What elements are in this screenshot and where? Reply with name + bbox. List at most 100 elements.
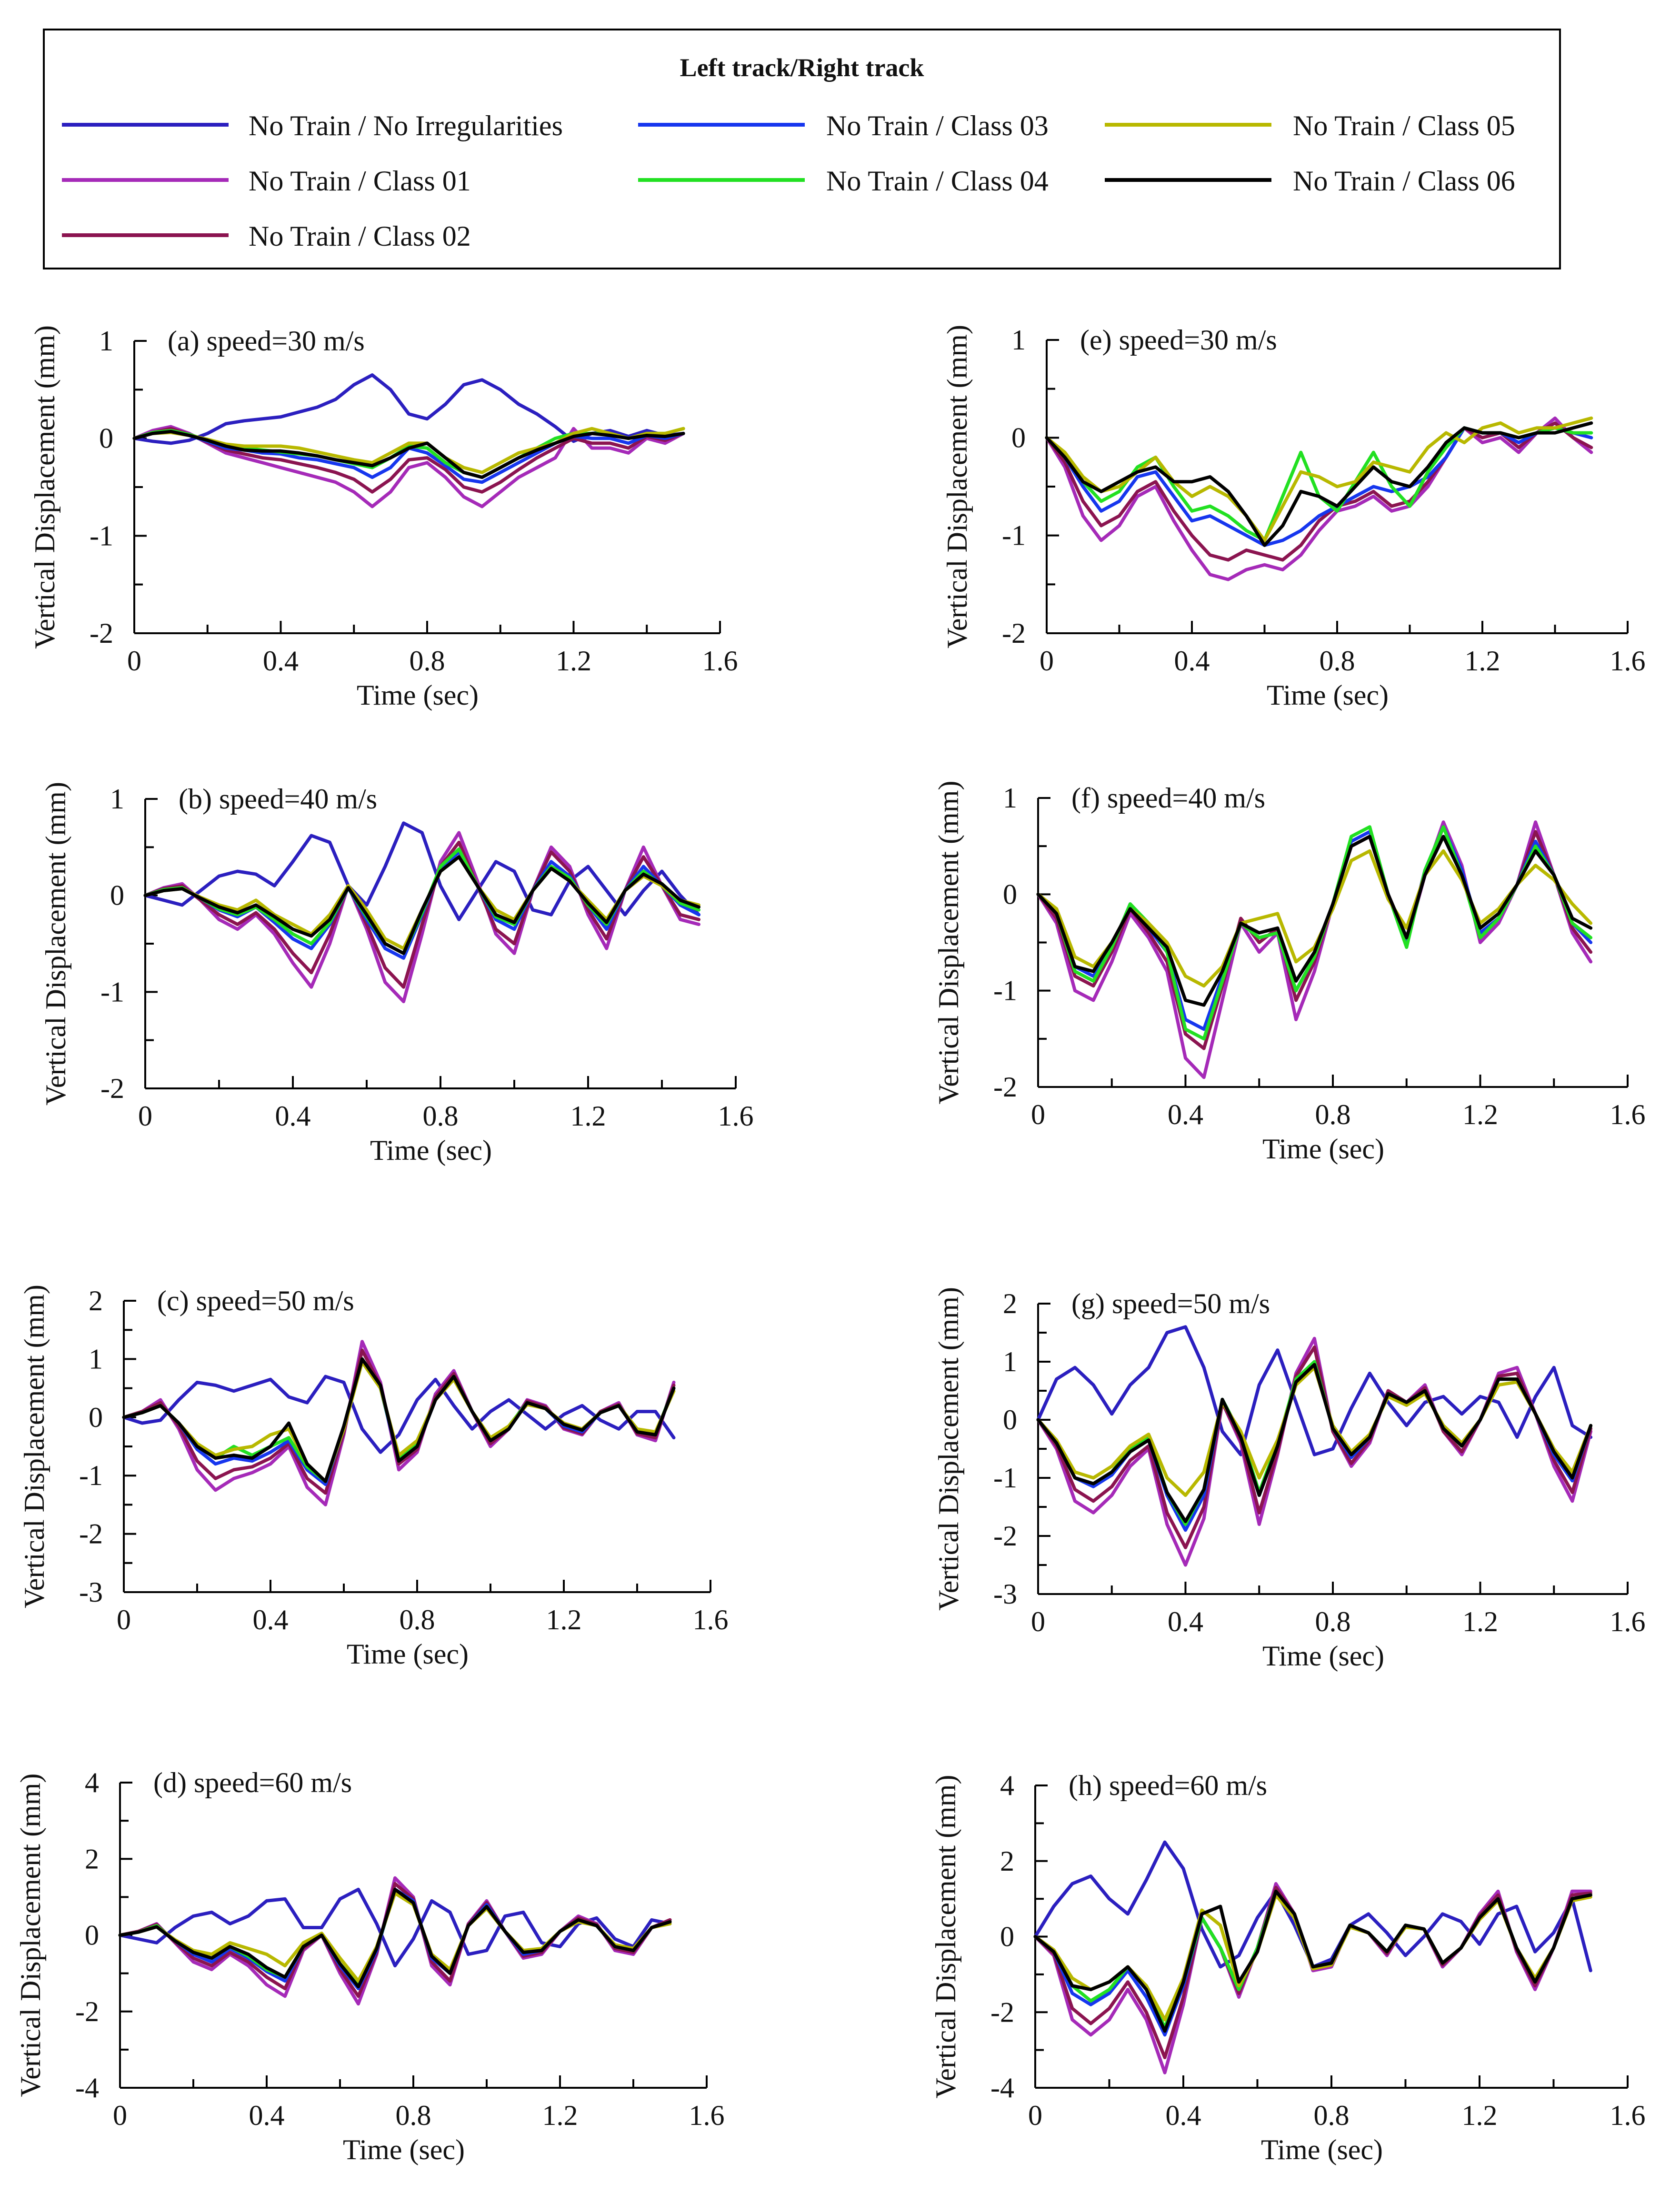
y-tick-label: 0 [1003,1404,1017,1435]
legend-label: No Train / Class 03 [826,110,1049,141]
x-tick-label: 0.8 [1320,645,1355,677]
x-tick-label: 0 [138,1100,152,1132]
y-tick-label: 0 [1000,1921,1014,1953]
series-line-class-01 [1036,1336,1593,1567]
x-tick-label: 0 [1028,2100,1042,2131]
series-line-class-02 [118,1882,672,1998]
x-tick-label: 1.2 [1465,645,1500,677]
y-tick-label: -1 [1002,520,1026,551]
x-tick-label: 0.4 [263,645,299,677]
series-line-no-irregularities [143,821,700,921]
y-tick-label: -1 [79,1460,103,1491]
x-tick-label: 0.8 [410,645,445,677]
y-axis-title: Vertical Displacement (mm) [15,1774,46,2097]
y-tick-label: -2 [90,618,113,649]
x-tick-label: 1.6 [1610,1099,1646,1130]
y-tick-label: -2 [990,1996,1014,2028]
series-line-class-01 [118,1876,672,2006]
y-tick-label: -3 [993,1578,1017,1610]
y-tick-label: -2 [993,1071,1017,1103]
x-axis-title: Time (sec) [1261,2134,1383,2165]
y-tick-label: 1 [1011,324,1026,356]
y-axis-title: Vertical Displacement (mm) [29,325,60,649]
y-axis-title: Vertical Displacement (mm) [933,1287,964,1611]
x-tick-label: 0 [117,1604,131,1635]
y-tick-label: 2 [1003,1288,1017,1319]
y-tick-label: 1 [1003,782,1017,814]
x-tick-label: 0 [113,2100,127,2131]
y-tick-label: 1 [1003,1346,1017,1377]
y-tick-label: -3 [79,1576,103,1608]
legend-label: No Train / Class 01 [249,165,471,197]
y-tick-label: -2 [1002,618,1026,649]
x-tick-label: 1.2 [1462,2100,1498,2131]
x-axis-title: Time (sec) [343,2134,465,2165]
chart-panel-g: 0 0.4 0.8 1.2 1.6 -3 -2 -1 0 1 2 Time (sec) Vertical… [933,1287,1646,1672]
x-tick-label: 1.6 [718,1100,754,1132]
x-tick-label: 1.2 [1462,1099,1498,1130]
legend-frame [43,29,1561,269]
x-tick-label: 0.8 [1315,1606,1351,1637]
x-tick-label: 0.8 [396,2100,431,2131]
y-tick-label: -1 [993,1462,1017,1494]
y-tick-label: 0 [1011,422,1026,453]
panel-title: (e) speed=30 m/s [1080,324,1277,356]
chart-panel-e: 0 0.4 0.8 1.2 1.6 -2 -1 0 1 Time (sec) Vertical Di… [941,324,1646,711]
legend-label: No Train / Class 05 [1293,110,1515,141]
y-tick-label: -1 [90,520,113,551]
legend-item-class-04: No Train / Class 04 [638,165,1049,197]
x-axis-title: Time (sec) [370,1135,492,1166]
legend: Left track/Right track No Train / No Irr… [43,29,1561,269]
y-axis-title: Vertical Displacement (mm) [19,1285,50,1608]
chart-panel-b: 0 0.4 0.8 1.2 1.6 -2 -1 0 1 Time (sec) Vertical Di… [40,782,754,1166]
y-tick-label: -1 [100,976,124,1007]
y-axis-title: Vertical Displacement (mm) [933,781,964,1105]
legend-title: Left track/Right track [680,53,924,82]
y-axis-title: Vertical Displacement (mm) [40,782,71,1106]
x-tick-label: 0 [1040,645,1054,677]
series-line-class-04 [1036,825,1593,1041]
panel-title: (f) speed=40 m/s [1071,782,1265,814]
x-axis-title: Time (sec) [357,679,479,711]
x-tick-label: 0.4 [1174,645,1210,677]
x-tick-label: 0 [127,645,141,677]
x-axis-title: Time (sec) [1262,1133,1384,1165]
legend-item-class-02: No Train / Class 02 [62,220,471,252]
y-tick-label: -2 [79,1518,103,1550]
series-line-class-02 [1036,1346,1593,1549]
series-line-no-irregularities [118,1887,672,1968]
series-line-class-06 [122,1357,676,1483]
x-tick-label: 1.6 [1610,1606,1646,1637]
y-tick-label: 2 [85,1843,99,1874]
series-line-class-06 [1036,835,1593,1007]
y-axis-title: Vertical Displacement (mm) [930,1775,961,2099]
series-line-class-02 [132,427,685,494]
series-line-class-01 [1045,416,1593,581]
x-tick-label: 0.4 [1168,1099,1203,1130]
series-line-class-01 [1036,820,1593,1079]
x-tick-label: 0.4 [275,1100,311,1132]
y-tick-label: 2 [89,1285,103,1316]
y-axis-title: Vertical Displacement (mm) [941,325,973,648]
legend-label: No Train / No Irregularities [249,110,563,141]
y-tick-label: 0 [110,880,124,911]
y-tick-label: 4 [85,1767,99,1798]
panel-title: (d) speed=60 m/s [153,1767,352,1798]
y-tick-label: 4 [1000,1770,1014,1801]
chart-panel-c: 0 0.4 0.8 1.2 1.6 -3 -2 -1 0 1 2 Time (sec) Vertical… [19,1285,729,1670]
legend-item-class-03: No Train / Class 03 [638,110,1049,141]
x-axis-title: Time (sec) [1262,1640,1384,1672]
x-tick-label: 0.8 [400,1604,435,1635]
x-tick-label: 0 [1031,1606,1045,1637]
y-tick-label: 1 [110,783,124,815]
series-line-class-01 [143,831,700,1004]
x-tick-label: 1.2 [570,1100,606,1132]
series-line-class-06 [118,1887,672,1989]
series-line-class-02 [143,840,700,989]
series-line-class-01 [132,425,685,508]
panel-title: (a) speed=30 m/s [168,325,365,357]
series-line-class-06 [1036,1363,1593,1523]
y-tick-label: -2 [100,1073,124,1104]
y-tick-label: 1 [89,1343,103,1375]
series-line-class-01 [1033,1882,1592,2074]
